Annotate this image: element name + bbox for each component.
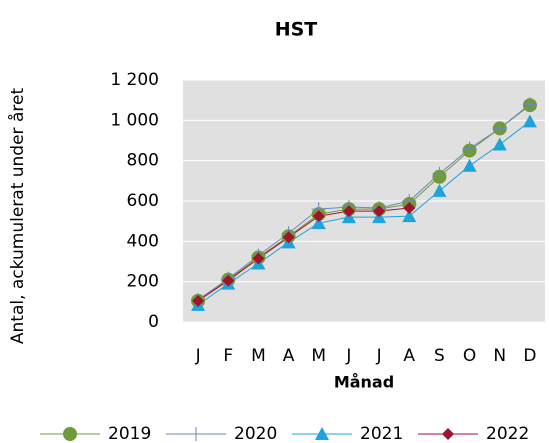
legend-marker [189,427,203,441]
legend-marker [63,427,77,441]
x-tick-label: O [463,346,476,366]
y-axis-title: Antal, ackumulerat under året [7,88,28,345]
marker [282,231,295,244]
x-tick-label: A [403,346,415,366]
x-axis-title: Månad [334,373,394,392]
x-tick-label: J [345,346,351,366]
y-tick-label: 0 [148,312,159,332]
marker [311,216,326,230]
y-tick-label: 800 [127,151,159,171]
x-tick-label: A [283,346,295,366]
x-tick-label: S [434,346,445,366]
marker [492,137,507,151]
x-tick-label: M [311,346,326,366]
marker [312,210,325,223]
marker [522,97,537,112]
marker [462,141,477,156]
marker [252,252,265,265]
y-tick-label: 1 200 [110,70,159,90]
marker [432,183,447,197]
x-tick-label: M [251,346,266,366]
marker [342,205,355,218]
marker [402,209,417,223]
x-tick-label: F [223,346,233,366]
marker [192,294,205,307]
marker [373,205,386,218]
legend-label: 2019 [108,424,151,443]
legend-marker [442,428,454,440]
legend-marker [315,427,329,440]
x-tick-label: D [523,346,536,366]
y-tick-label: 1 000 [110,110,159,130]
marker [522,114,537,128]
y-tick-label: 400 [127,231,159,251]
marker [432,166,447,181]
marker [492,121,507,136]
marker [403,202,416,215]
x-tick-label: N [493,346,506,366]
y-tick-label: 200 [127,272,159,292]
legend-label: 2020 [234,424,277,443]
legend-label: 2022 [486,424,529,443]
marker [462,158,477,172]
legend-label: 2021 [360,424,403,443]
chart-title: HST [275,19,318,41]
x-tick-label: J [376,346,382,366]
x-tick-label: J [195,346,201,366]
marker [222,274,235,287]
y-tick-label: 600 [127,191,159,211]
